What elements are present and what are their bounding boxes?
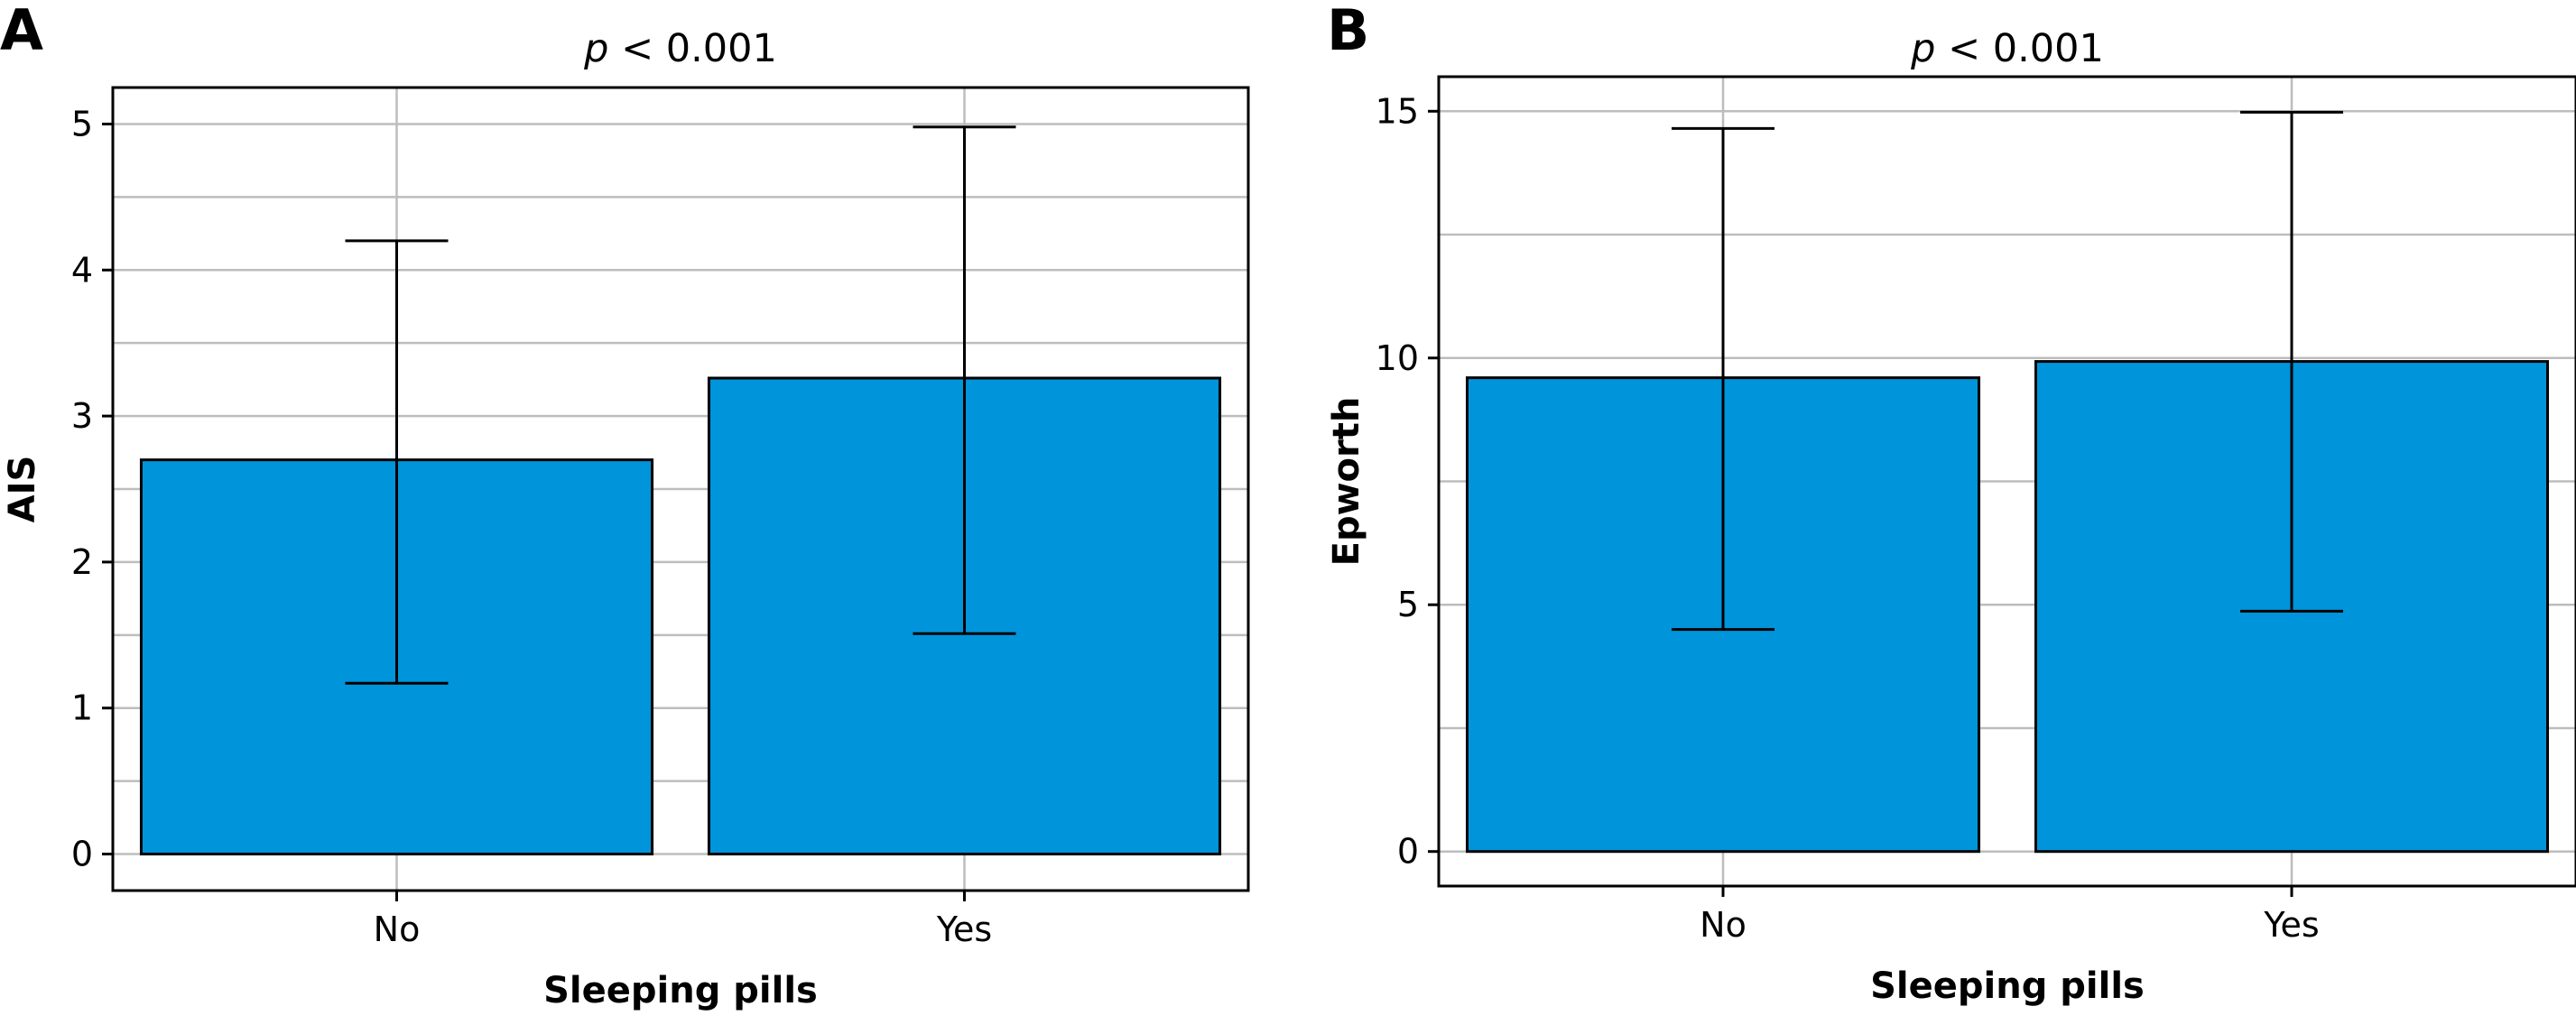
x-tick-label: Yes (2263, 905, 2319, 945)
x-axis-label: Sleeping pills (543, 970, 818, 1011)
title-threshold: < 0.001 (1935, 26, 2103, 71)
y-tick-label: 5 (1397, 585, 1419, 624)
panel-letter: A (0, 0, 43, 63)
plot-frame (111, 86, 1250, 892)
y-tick-label: 10 (1376, 338, 1419, 378)
y-tick-label: 0 (1397, 832, 1419, 872)
title-p-symbol: p (1910, 26, 1935, 71)
x-axis-label: Sleeping pills (1870, 965, 2145, 1007)
x-tick-label: Yes (936, 910, 992, 949)
chart-title: p < 0.001 (1910, 26, 2104, 71)
y-axis-label: AIS (2, 456, 43, 523)
title-threshold: < 0.001 (608, 26, 776, 71)
title-p-symbol: p (583, 26, 608, 71)
y-axis-label: Epworth (1326, 397, 1367, 567)
y-tick-label: 4 (71, 250, 93, 290)
y-tick-label: 15 (1376, 91, 1419, 131)
plot-frame (1437, 75, 2576, 888)
x-tick-label: No (374, 910, 421, 949)
y-tick-label: 1 (71, 688, 93, 728)
y-tick-label: 3 (71, 396, 93, 436)
y-tick-label: 2 (71, 542, 93, 582)
panel-letter: B (1327, 0, 1369, 63)
x-tick-label: No (1700, 905, 1747, 945)
y-tick-label: 0 (71, 835, 93, 874)
y-tick-label: 5 (71, 104, 93, 143)
chart-title: p < 0.001 (583, 26, 777, 71)
